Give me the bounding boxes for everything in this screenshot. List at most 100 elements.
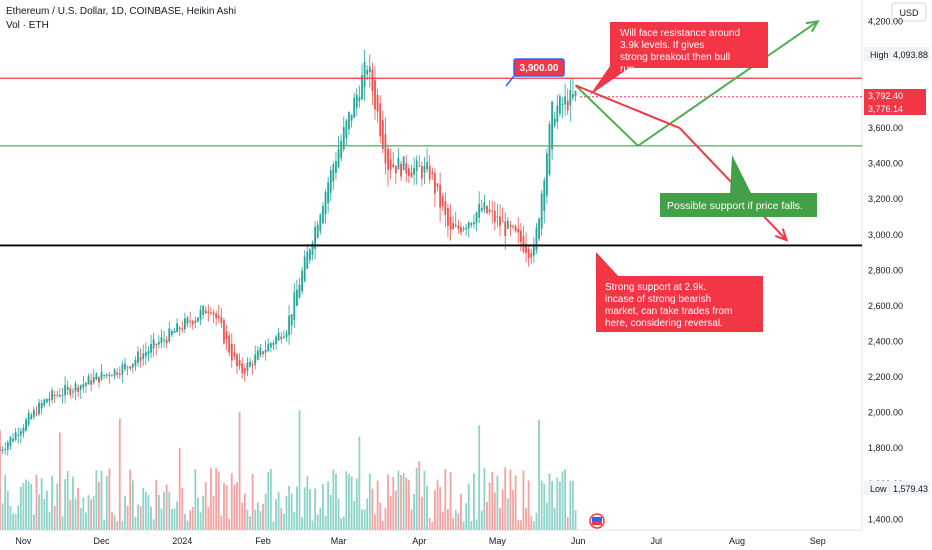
volume-bar [444,469,447,530]
volume-bar [178,447,181,530]
candle-body [410,172,413,178]
candle-body [210,312,212,314]
volume-bar [176,501,178,530]
volume-bar [241,502,244,530]
volume-bar [202,495,205,530]
resistance-note[interactable]: Will face resistance around 3.9k levels. … [590,22,768,95]
volume-bar [509,469,512,530]
candle-body [298,284,301,298]
candle-body [238,360,241,367]
candle-body [259,347,262,356]
candle-body [301,270,304,292]
candle-body [142,353,145,359]
candle-body [480,208,483,211]
time-tick-label: Sep [810,536,826,546]
volume-bar [514,475,517,530]
volume-bar [545,502,548,530]
volume-bar [157,494,160,530]
volume-bar [371,488,374,530]
candle-body [254,354,257,365]
price-flag[interactable]: 3,900.00 [505,58,565,87]
candle-body [51,390,53,400]
candle-body [191,321,194,325]
volume-bar [215,468,218,530]
volume-bar [259,511,262,530]
volume-bar [51,475,53,530]
candle-body [538,218,540,239]
volume-bar [74,498,77,530]
volume-bar [324,515,327,530]
candle-body [545,153,548,196]
candle-body [288,315,290,336]
candle-body [558,96,561,114]
horizontal-levels [0,77,862,247]
candle-body [4,448,7,450]
candle-body [400,163,402,177]
volume-bar [379,502,382,530]
volume-bar [525,508,527,530]
candle-body [439,184,442,208]
volume-bar [335,473,337,530]
time-tick-label: May [489,536,507,546]
candle-body [181,328,184,330]
candle-body [348,112,350,130]
candle-body [569,89,572,106]
support-mid-note[interactable]: Possible support if price falls. [660,155,817,217]
candle-body [506,220,509,229]
candle-body [527,248,530,258]
candle-body [483,202,486,210]
support-major-note[interactable]: Strong support at 2.9k. incase of strong … [596,252,763,332]
volume-bar [12,513,14,530]
volume-bar [457,513,460,530]
candle-body [496,216,499,218]
volume-bar [532,521,535,530]
candle-body [457,225,460,229]
candle-body [322,205,324,223]
candle-body [470,223,473,226]
volume-bar [501,489,504,530]
flag-icon[interactable] [589,513,605,529]
candle-body [488,209,491,213]
candle-body [275,336,277,345]
candle-body [530,253,533,258]
volume-bar [548,473,551,530]
time-tick-label: Dec [94,536,111,546]
volume-bar [551,480,554,530]
candle-body [376,94,379,112]
volume-bar [212,495,215,530]
candle-body [327,182,330,204]
candle-body [501,221,504,223]
volume-bar [137,504,139,530]
price-tick-label: 2,200.00 [868,372,903,382]
volume-bar [480,510,483,530]
volume-bar [348,474,350,530]
volume-bar [298,410,301,530]
low-value: 1,579.43 [893,484,928,494]
resistance-note-text: Will face resistance around 3.9k levels. … [620,28,740,75]
volume-bar [199,512,202,530]
candle-body [306,251,309,269]
price-tick-label: 4,200.00 [868,16,903,26]
volume-bar [85,512,87,530]
time-tick-label: Aug [729,536,745,546]
time-axis[interactable]: Nov Dec 2024 Feb Mar Apr May Jun Jul Aug Sep [15,536,825,546]
volume-bar [522,470,525,530]
volume-bar [155,479,158,530]
candle-body [168,328,171,342]
volume-bar [441,511,444,530]
volume-bar [473,473,475,530]
currency-selector[interactable] [891,2,927,22]
candle-body [431,172,434,175]
candle-body [314,226,317,250]
candle-body [447,208,449,226]
volume-bar [165,484,168,530]
volume-bar [90,499,93,530]
volume-bar [56,483,59,530]
price-tick-label: 3,600.00 [868,123,903,133]
candle-body [290,314,293,326]
volume-bar [452,518,455,530]
candle-body [519,230,522,242]
time-tick-label: Mar [331,536,347,546]
candle-body [228,335,231,353]
